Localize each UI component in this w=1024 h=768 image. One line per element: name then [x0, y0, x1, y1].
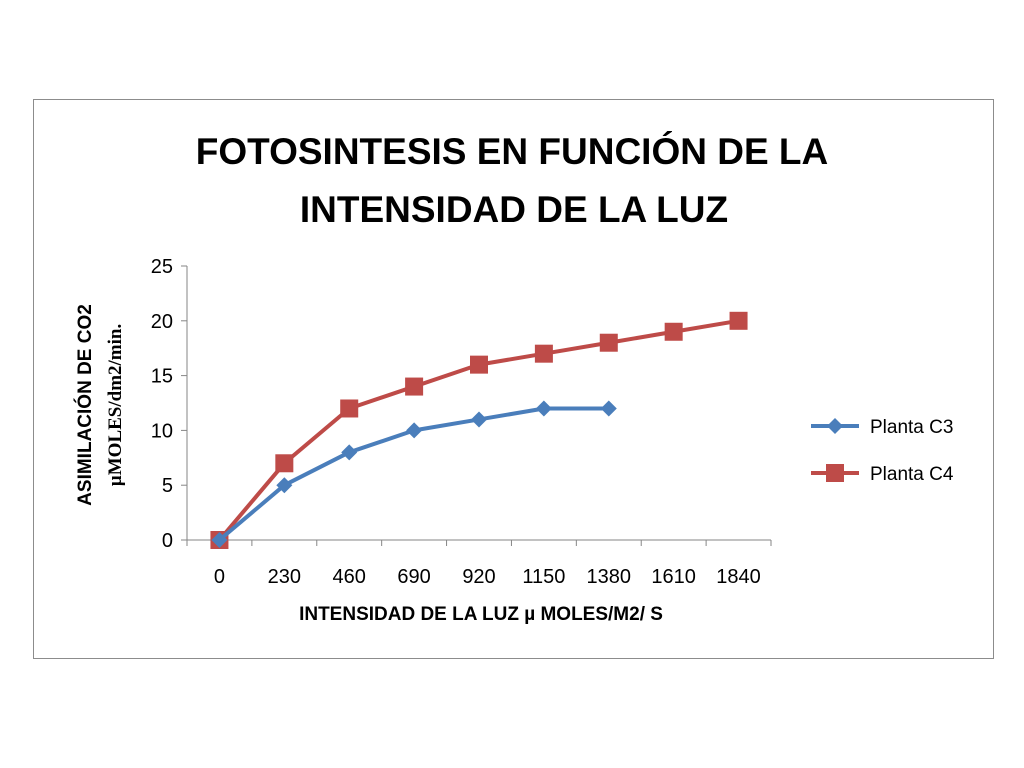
data-point [470, 355, 488, 374]
data-point [729, 311, 748, 330]
x-tick-label: 1380 [587, 566, 632, 588]
legend-marker [827, 418, 843, 434]
legend-marker [826, 464, 844, 482]
data-point [406, 422, 423, 439]
x-tick-label: 0 [214, 566, 225, 588]
series-planta-c4 [210, 311, 748, 549]
series-planta-c3 [211, 400, 617, 548]
chart-title: FOTOSINTESIS EN FUNCIÓN DE LA INTENSIDAD… [196, 130, 828, 230]
chart-frame: FOTOSINTESIS EN FUNCIÓN DE LA INTENSIDAD… [33, 99, 994, 659]
data-point [599, 333, 618, 352]
data-point [276, 477, 293, 494]
x-tick-labels: 0 230 460 690 920 1150 1380 1610 1840 [214, 566, 761, 588]
chart-title-line-1: FOTOSINTESIS EN FUNCIÓN DE LA [196, 130, 828, 172]
y-tick-label: 5 [162, 475, 173, 497]
y-axis-label-line-2: µMOLES/dm2/min. [105, 324, 126, 486]
x-axis-label: INTENSIDAD DE LA LUZ µ MOLES/M2/ S [299, 604, 663, 625]
axes [181, 265, 772, 546]
legend-label: Planta C4 [870, 464, 954, 485]
chart-title-line-2: INTENSIDAD DE LA LUZ [300, 189, 728, 230]
y-tick-label: 10 [151, 420, 173, 442]
data-point [664, 322, 683, 341]
x-tick-label: 920 [462, 566, 495, 588]
y-axis-label-line-1: ASIMILACIÓN DE CO2 [74, 304, 96, 506]
data-point [535, 400, 552, 417]
y-axis-label: ASIMILACIÓN DE CO2 µMOLES/dm2/min. [74, 304, 126, 506]
x-tick-label: 1610 [651, 566, 696, 588]
x-tick-label: 690 [397, 566, 430, 588]
y-tick-labels: 0 5 10 15 20 25 [151, 256, 173, 552]
data-point [275, 454, 294, 473]
x-tick-label: 230 [268, 566, 301, 588]
y-tick-label: 25 [151, 256, 173, 278]
data-point [211, 532, 228, 548]
y-tick-label: 20 [151, 311, 173, 333]
data-point [600, 400, 617, 417]
x-tick-label: 460 [333, 566, 366, 588]
x-tick-label: 1150 [522, 566, 565, 588]
data-point [405, 377, 424, 396]
legend: Planta C3 Planta C4 [811, 417, 954, 485]
x-tick-label: 1840 [716, 566, 761, 588]
data-point [471, 411, 487, 428]
chart-svg: FOTOSINTESIS EN FUNCIÓN DE LA INTENSIDAD… [74, 130, 954, 625]
y-tick-label: 0 [162, 530, 173, 552]
data-point [341, 444, 358, 461]
legend-item: Planta C4 [811, 464, 954, 485]
y-tick-label: 15 [151, 366, 173, 388]
data-point [340, 399, 359, 418]
data-point [534, 344, 553, 363]
series-layer [210, 311, 748, 549]
legend-item: Planta C3 [811, 417, 953, 438]
legend-label: Planta C3 [870, 417, 953, 438]
series-line [217, 318, 739, 542]
